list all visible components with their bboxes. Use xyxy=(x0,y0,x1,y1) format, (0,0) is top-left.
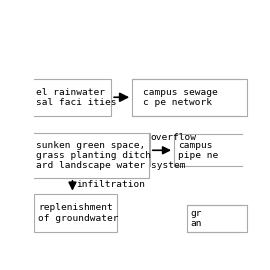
Text: infiltration: infiltration xyxy=(77,180,146,189)
FancyBboxPatch shape xyxy=(174,134,258,167)
Text: replenishment
of groundwater: replenishment of groundwater xyxy=(38,203,119,222)
Text: el rainwater
sal faci ities: el rainwater sal faci ities xyxy=(36,87,116,107)
FancyBboxPatch shape xyxy=(34,194,117,232)
Text: sunken green space,
grass planting ditch
ard landscape water system: sunken green space, grass planting ditch… xyxy=(36,141,185,170)
FancyBboxPatch shape xyxy=(23,79,111,116)
Text: campus sewage
c pe network: campus sewage c pe network xyxy=(143,87,217,107)
FancyBboxPatch shape xyxy=(132,79,254,116)
Text: overflow: overflow xyxy=(150,133,197,141)
Text: gr
an: gr an xyxy=(191,209,202,228)
Text: campus
pipe ne: campus pipe ne xyxy=(178,141,218,160)
FancyBboxPatch shape xyxy=(187,205,254,232)
FancyBboxPatch shape xyxy=(23,133,149,178)
